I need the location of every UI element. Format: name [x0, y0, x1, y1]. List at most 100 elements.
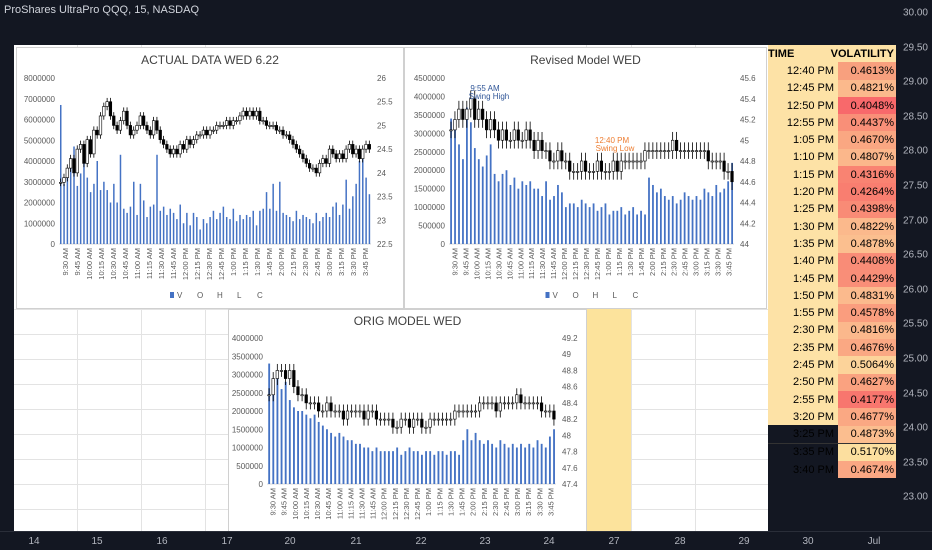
volatility-value: 0.5064%: [838, 356, 898, 374]
x-tick-label: 3:45 PM: [361, 248, 370, 276]
volume-bar: [408, 447, 411, 484]
price-candle: [528, 129, 532, 141]
price-candle: [271, 125, 275, 127]
volume-bar: [186, 212, 188, 244]
price-candle: [548, 150, 552, 162]
volatility-time: 1:15 PM: [793, 168, 834, 181]
price-candle: [254, 110, 259, 117]
x-tick-label: 9:30 AM: [61, 248, 70, 276]
volume-bar: [628, 210, 631, 244]
price-candle: [333, 410, 337, 413]
price-candle: [292, 370, 296, 387]
volume-bar: [416, 451, 419, 484]
volume-bar: [711, 196, 714, 244]
volume-bar: [149, 206, 152, 244]
volatility-time: 1:40 PM: [793, 255, 834, 268]
price-candle: [416, 418, 420, 421]
price-candle: [508, 139, 512, 142]
x-tick-label: 10:00 AM: [85, 248, 94, 280]
price-candle: [643, 150, 647, 162]
price-candle: [132, 129, 136, 136]
volume-bar: [636, 214, 639, 244]
price-candle: [469, 98, 473, 110]
volume-bar: [169, 208, 172, 244]
price-candle: [690, 150, 695, 152]
x-tick-label: 10:45 AM: [324, 488, 333, 520]
volume-bar: [433, 454, 436, 484]
volatility-row: 1:45 PM 0.4429%: [768, 269, 898, 288]
price-candle: [403, 418, 407, 421]
x-tick-label: 3:15 PM: [337, 248, 346, 276]
time-axis[interactable]: 14 15 16 17 20 21 22 23 24 27 28 29 30 Jul: [0, 531, 932, 550]
x-tick-label: 11:45 AM: [549, 248, 558, 279]
price-candle: [258, 110, 262, 121]
volatility-row: 2:50 PM 0.4627%: [768, 373, 898, 391]
price-axis[interactable]: 30.00 29.50 29.00 28.50 28.00 27.50 27.00 26.50…: [896, 0, 932, 532]
volume-bar: [284, 381, 287, 484]
volume-bar: [119, 154, 122, 244]
y-left-tick-label: 2000000: [232, 407, 264, 416]
x-tick-label: 10:15 AM: [483, 248, 492, 280]
price-candle: [399, 418, 403, 428]
volume-bar: [503, 443, 506, 484]
x-tick-label: 12:15 PM: [193, 248, 202, 280]
y-left-tick-label: 4500000: [414, 74, 446, 83]
volatility-row: 2:35 PM 0.4676%: [768, 339, 898, 357]
price-candle: [281, 129, 285, 136]
price-axis-label: 28.00: [902, 145, 928, 157]
x-tick-label: 10:30 AM: [109, 248, 118, 280]
volatility-table: TIME VOLATILITY 12:40 PM 0.4613% 12:45 PM 0…: [768, 45, 898, 479]
price-candle: [135, 125, 139, 131]
volatility-value: 0.4578%: [838, 304, 898, 322]
x-tick-label: 12:15 PM: [571, 248, 580, 280]
y-left-tick-label: 1000000: [24, 219, 56, 228]
price-axis-label: 25.50: [902, 318, 928, 330]
price-candle: [572, 171, 576, 173]
volatility-value: 0.4677%: [838, 408, 898, 426]
time-axis-label: 29: [738, 536, 750, 547]
time-axis-label: 15: [91, 536, 103, 547]
volume-bar: [624, 214, 627, 244]
price-candle: [453, 119, 457, 131]
volume-bar: [86, 177, 89, 244]
volume-bar: [136, 214, 138, 244]
price-candle: [520, 139, 524, 142]
volume-bar: [553, 196, 555, 244]
volume-bar: [265, 192, 268, 244]
time-axis-label: 22: [415, 536, 427, 547]
x-tick-label: 12:00 PM: [380, 488, 389, 520]
price-candle: [288, 134, 292, 140]
price-candle: [730, 171, 734, 183]
volume-bar: [412, 451, 415, 484]
price-candle: [619, 160, 623, 172]
volume-bar: [537, 188, 540, 244]
x-tick-label: 12:30 PM: [402, 488, 411, 520]
y-left-tick-label: 7000000: [24, 95, 56, 104]
volume-bar: [529, 181, 532, 244]
chart-actual-data[interactable]: ACTUAL DATA WED 6.22 0 1000000 2000000 30000…: [16, 47, 404, 309]
price-candle: [62, 177, 66, 183]
chart-orig-model[interactable]: ORIG MODEL WED 0 500000 1000000 1500000 20000…: [228, 309, 587, 533]
volume-bar: [491, 443, 494, 484]
volume-bar: [335, 202, 337, 244]
y-right-tick-label: 45.4: [740, 95, 756, 104]
volume-bar: [312, 223, 314, 244]
volatility-value: 0.4264%: [838, 183, 898, 201]
price-candle: [142, 115, 146, 126]
volatility-value: 0.4177%: [838, 390, 898, 409]
volume-bar: [620, 207, 623, 244]
volume-bar: [83, 150, 85, 244]
price-candle: [485, 119, 489, 131]
price-candle: [500, 129, 505, 141]
volatility-time: 3:40 PM: [793, 463, 834, 476]
price-candle: [432, 418, 436, 421]
chart-title: Revised Model WED: [530, 53, 641, 67]
y-left-tick-label: 0: [441, 240, 446, 249]
y-left-tick-label: 3000000: [24, 178, 56, 187]
volume-bar: [346, 440, 349, 484]
volume-bar: [568, 203, 571, 244]
volume-bar: [481, 166, 484, 244]
chart-revised-model[interactable]: Revised Model WED 0 500000 1000000 1500000 20…: [404, 47, 767, 309]
volume-bar: [679, 199, 682, 244]
price-candle: [225, 120, 229, 126]
